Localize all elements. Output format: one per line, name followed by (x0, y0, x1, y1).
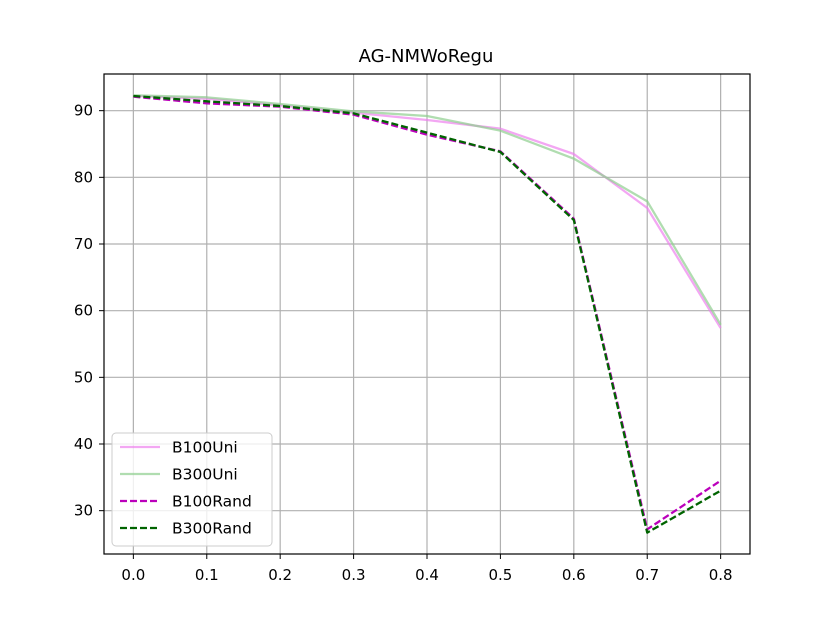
x-tick-label: 0.8 (709, 566, 733, 584)
legend: B100Uni B300Uni B100Rand B300Rand (111, 432, 273, 547)
x-tick-label: 0.5 (488, 566, 512, 584)
legend-label-b300uni: B300Uni (172, 466, 238, 484)
y-tick-label: 50 (74, 368, 93, 386)
x-tick-label: 0.1 (195, 566, 219, 584)
chart-title: AG-NMWoRegu (359, 46, 494, 67)
legend-label-b300rand: B300Rand (172, 520, 252, 538)
legend-label-b100uni: B100Uni (172, 439, 238, 457)
x-tick-label: 0.7 (635, 566, 659, 584)
series-line-b100uni (133, 94, 722, 329)
legend-label-b100rand: B100Rand (172, 493, 252, 511)
y-tick-label: 30 (74, 502, 93, 520)
axis-ticks: 0.0 0.1 0.2 0.3 0.4 0.5 0.6 0.7 0.8 30 40 50 60 70 80 9… (74, 102, 733, 584)
y-tick-label: 80 (74, 168, 93, 186)
y-tick-label: 70 (74, 235, 93, 253)
x-tick-label: 0.2 (268, 566, 292, 584)
x-tick-label: 0.0 (121, 566, 145, 584)
x-tick-label: 0.4 (415, 566, 439, 584)
x-tick-label: 0.6 (562, 566, 586, 584)
y-tick-label: 90 (74, 102, 93, 120)
series-line-b300uni (133, 94, 722, 326)
x-tick-label: 0.3 (342, 566, 366, 584)
legend-box (111, 432, 273, 547)
series-line-b300rand (133, 94, 722, 534)
y-tick-label: 60 (74, 302, 93, 320)
series-layer (133, 94, 722, 534)
y-tick-label: 40 (74, 435, 93, 453)
